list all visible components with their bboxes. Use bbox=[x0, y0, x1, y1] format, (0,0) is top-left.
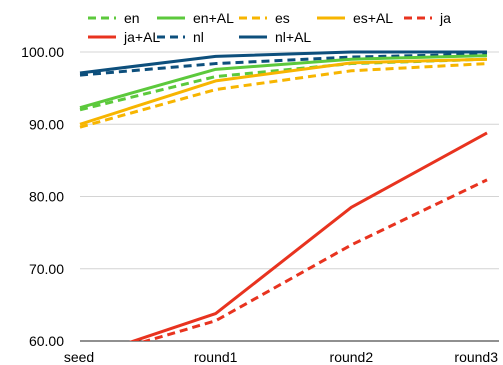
gridlines bbox=[80, 51, 499, 342]
series-line-nl-plus-al bbox=[79, 50, 487, 75]
series-lines bbox=[79, 50, 488, 341]
legend-label: ja bbox=[439, 10, 451, 26]
legend: en en+AL es es+AL ja ja+AL nl nl+AL bbox=[88, 10, 451, 45]
x-tick-label: seed bbox=[64, 349, 94, 365]
series-line-en-plus-al bbox=[79, 54, 488, 110]
y-tick-label: 100.00 bbox=[21, 44, 64, 60]
legend-label: es+AL bbox=[353, 10, 393, 26]
y-tick-label: 60.00 bbox=[29, 333, 64, 349]
series-line-es-plus-al bbox=[79, 57, 488, 126]
legend-label: es bbox=[275, 10, 290, 26]
x-tick-label: round1 bbox=[194, 349, 238, 365]
legend-label: en bbox=[124, 10, 140, 26]
legend-label: nl bbox=[193, 29, 204, 45]
series-line-es bbox=[79, 62, 488, 129]
legend-label: ja+AL bbox=[123, 29, 160, 45]
y-axis-tick-labels: 60.00 70.00 80.00 90.00 100.00 bbox=[21, 44, 64, 349]
y-tick-label: 80.00 bbox=[29, 189, 64, 205]
x-axis-tick-labels: seed round1 round2 round3 bbox=[64, 349, 498, 365]
x-tick-label: round2 bbox=[330, 349, 374, 365]
legend-label: en+AL bbox=[193, 10, 234, 26]
series-line-ja-plus-al bbox=[129, 131, 488, 341]
y-tick-label: 90.00 bbox=[29, 116, 64, 132]
series-line-nl bbox=[79, 52, 488, 77]
x-tick-label: round3 bbox=[454, 349, 498, 365]
y-tick-label: 70.00 bbox=[29, 261, 64, 277]
series-line-ja bbox=[141, 178, 488, 341]
legend-label: nl+AL bbox=[275, 29, 311, 45]
